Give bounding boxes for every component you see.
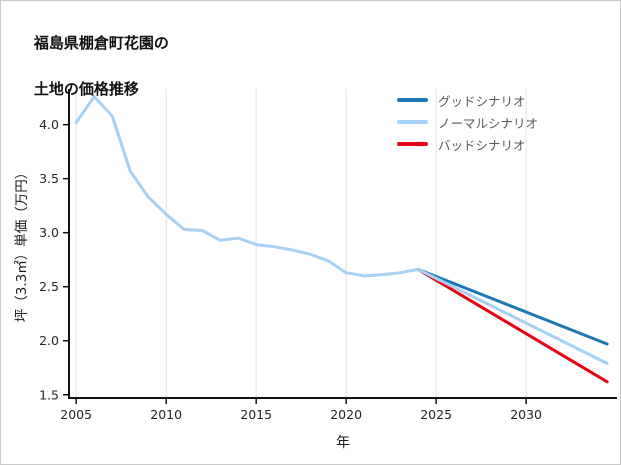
legend-swatch-normal: [397, 120, 428, 124]
svg-text:4.0: 4.0: [39, 117, 59, 132]
chart-legend: グッドシナリオ ノーマルシナリオ バッドシナリオ: [397, 93, 539, 153]
svg-text:3.0: 3.0: [39, 225, 59, 240]
legend-label-bad: バッドシナリオ: [438, 137, 526, 153]
svg-text:2030: 2030: [510, 407, 542, 422]
page-title: 福島県棚倉町花園の 土地の価格推移: [13, 9, 169, 124]
legend-label-good: グッドシナリオ: [438, 93, 526, 109]
title-line-2: 土地の価格推移: [33, 80, 139, 98]
svg-text:3.5: 3.5: [39, 171, 59, 186]
legend-item-bad: バッドシナリオ: [397, 137, 538, 153]
y-axis-label: 坪（3.3㎡）単価（万円）: [14, 165, 30, 323]
svg-text:2.5: 2.5: [39, 279, 59, 294]
svg-text:2015: 2015: [240, 407, 272, 422]
svg-text:2025: 2025: [420, 407, 452, 422]
title-line-1: 福島県棚倉町花園の: [33, 34, 169, 52]
legend-label-normal: ノーマルシナリオ: [438, 115, 539, 131]
legend-swatch-bad: [397, 142, 428, 146]
legend-swatch-good: [397, 98, 428, 102]
svg-text:2020: 2020: [330, 407, 362, 422]
legend-item-normal: ノーマルシナリオ: [397, 115, 539, 131]
svg-text:2005: 2005: [60, 407, 92, 422]
legend-item-good: グッドシナリオ: [397, 93, 538, 109]
svg-text:1.5: 1.5: [39, 387, 59, 402]
svg-text:2.0: 2.0: [39, 333, 59, 348]
svg-text:2010: 2010: [150, 407, 182, 422]
x-axis-label: 年: [336, 435, 350, 451]
